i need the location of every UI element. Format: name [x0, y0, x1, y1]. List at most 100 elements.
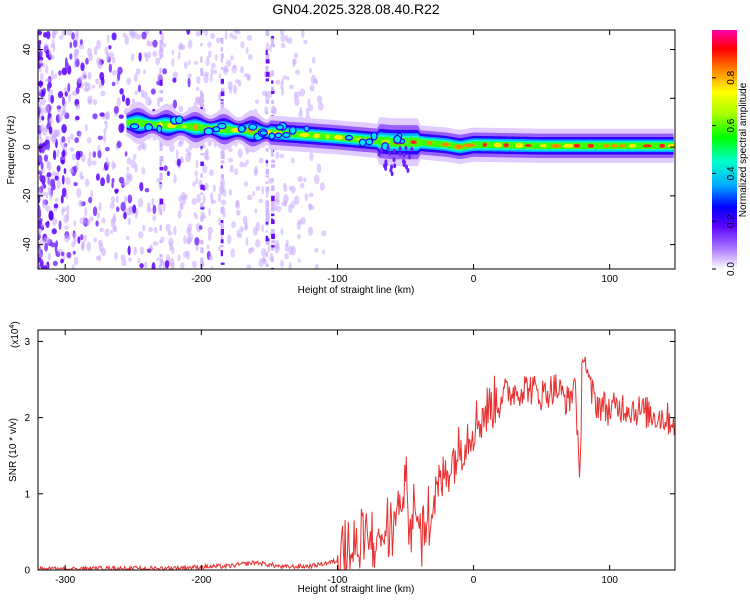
hotspot [463, 143, 476, 148]
noise-dot [204, 71, 210, 77]
y-tick-label: 0 [24, 566, 30, 577]
streak-dot [220, 219, 224, 224]
noise-dot [186, 30, 191, 35]
streak-dot [200, 184, 204, 190]
noise-dot [114, 188, 119, 195]
streak-dot [200, 146, 203, 149]
noise-dot [62, 149, 66, 157]
noise-dot [65, 192, 69, 200]
streak-dot [271, 100, 274, 105]
noise-dot [48, 189, 53, 200]
noise-dot [230, 55, 234, 61]
noise-dot [58, 113, 63, 122]
noise-dot [227, 80, 233, 90]
noise-dot [208, 168, 214, 177]
noise-dot [38, 161, 41, 167]
streak-dot [265, 210, 270, 214]
noise-dot [53, 73, 58, 79]
noise-dot [131, 98, 136, 105]
streak-dot [159, 54, 164, 58]
hotspot [514, 142, 524, 149]
streak-dot [271, 229, 275, 233]
noise-dot [258, 258, 265, 268]
noise-dot [295, 91, 301, 98]
noise-dot [41, 198, 47, 209]
noise-dot [47, 93, 51, 102]
noise-dot [89, 216, 94, 222]
band-wisp [405, 164, 409, 170]
noise-dot [98, 82, 103, 89]
noise-dot [204, 182, 209, 191]
streak-dot [271, 200, 274, 207]
noise-dot [99, 71, 105, 81]
band-wisp [379, 147, 383, 153]
hotspot [441, 142, 450, 147]
streak-dot [220, 56, 223, 63]
streak-dot [159, 225, 162, 231]
noise-dot [124, 181, 127, 187]
noise-dot [183, 61, 188, 69]
streak-dot [159, 82, 163, 85]
colorbar-tick-label: 0.0 [726, 262, 737, 276]
streak-dot [220, 150, 224, 156]
noise-dot [280, 42, 286, 49]
streak-dot [271, 41, 274, 48]
noise-dot [104, 228, 110, 237]
noise-dot [152, 241, 159, 246]
noise-dot [181, 44, 186, 50]
hotspot [493, 142, 503, 148]
streak-dot [159, 177, 163, 181]
streak-dot [200, 219, 204, 222]
noise-dot [211, 199, 217, 204]
noise-dot [121, 94, 126, 103]
noise-dot [195, 159, 199, 169]
noise-dot [86, 218, 91, 226]
noise-dot [169, 143, 175, 153]
colorbar-tick-label: 0.8 [726, 70, 737, 84]
noise-dot [61, 105, 66, 115]
streak-dot [220, 88, 225, 92]
noise-dot [220, 181, 224, 187]
noise-dot [187, 73, 192, 79]
noise-dot [255, 186, 261, 191]
noise-dot [38, 88, 42, 94]
noise-dot [38, 208, 42, 219]
noise-dot [52, 129, 58, 138]
noise-dot [226, 234, 232, 245]
noise-dot [185, 148, 190, 153]
noise-dot [77, 236, 81, 244]
noise-dot [83, 87, 88, 92]
noise-dot [275, 79, 281, 85]
streak-dot [159, 161, 162, 166]
hotspot [659, 143, 666, 148]
noise-dot [202, 194, 206, 204]
noise-dot [95, 220, 99, 227]
noise-dot [245, 237, 249, 247]
noise-dot [178, 105, 184, 112]
streak-dot [265, 71, 270, 77]
noise-dot [83, 81, 89, 87]
hotspot [503, 143, 509, 148]
noise-dot [48, 49, 52, 58]
noise-dot [88, 196, 93, 204]
streak-dot [265, 53, 270, 60]
noise-dot [106, 34, 110, 44]
noise-dot [67, 82, 71, 93]
streak-dot [159, 141, 163, 148]
figure-title: GN04.2025.328.08.40.R22 [272, 1, 440, 17]
streak-dot [265, 160, 268, 164]
noise-dot [87, 157, 92, 167]
noise-dot [166, 171, 170, 177]
noise-dot [179, 202, 183, 211]
band-blob [345, 134, 353, 141]
noise-dot [122, 32, 127, 38]
streak-dot [271, 80, 274, 84]
noise-dot [172, 71, 179, 79]
band-blob [370, 131, 378, 141]
streak-dot [220, 262, 225, 265]
noise-dot [171, 49, 175, 56]
noise-dot [209, 73, 213, 83]
noise-dot [45, 192, 49, 199]
spectrogram-x-axis: -300 -200 -100 0 100 [55, 30, 618, 285]
noise-dot [210, 33, 215, 39]
